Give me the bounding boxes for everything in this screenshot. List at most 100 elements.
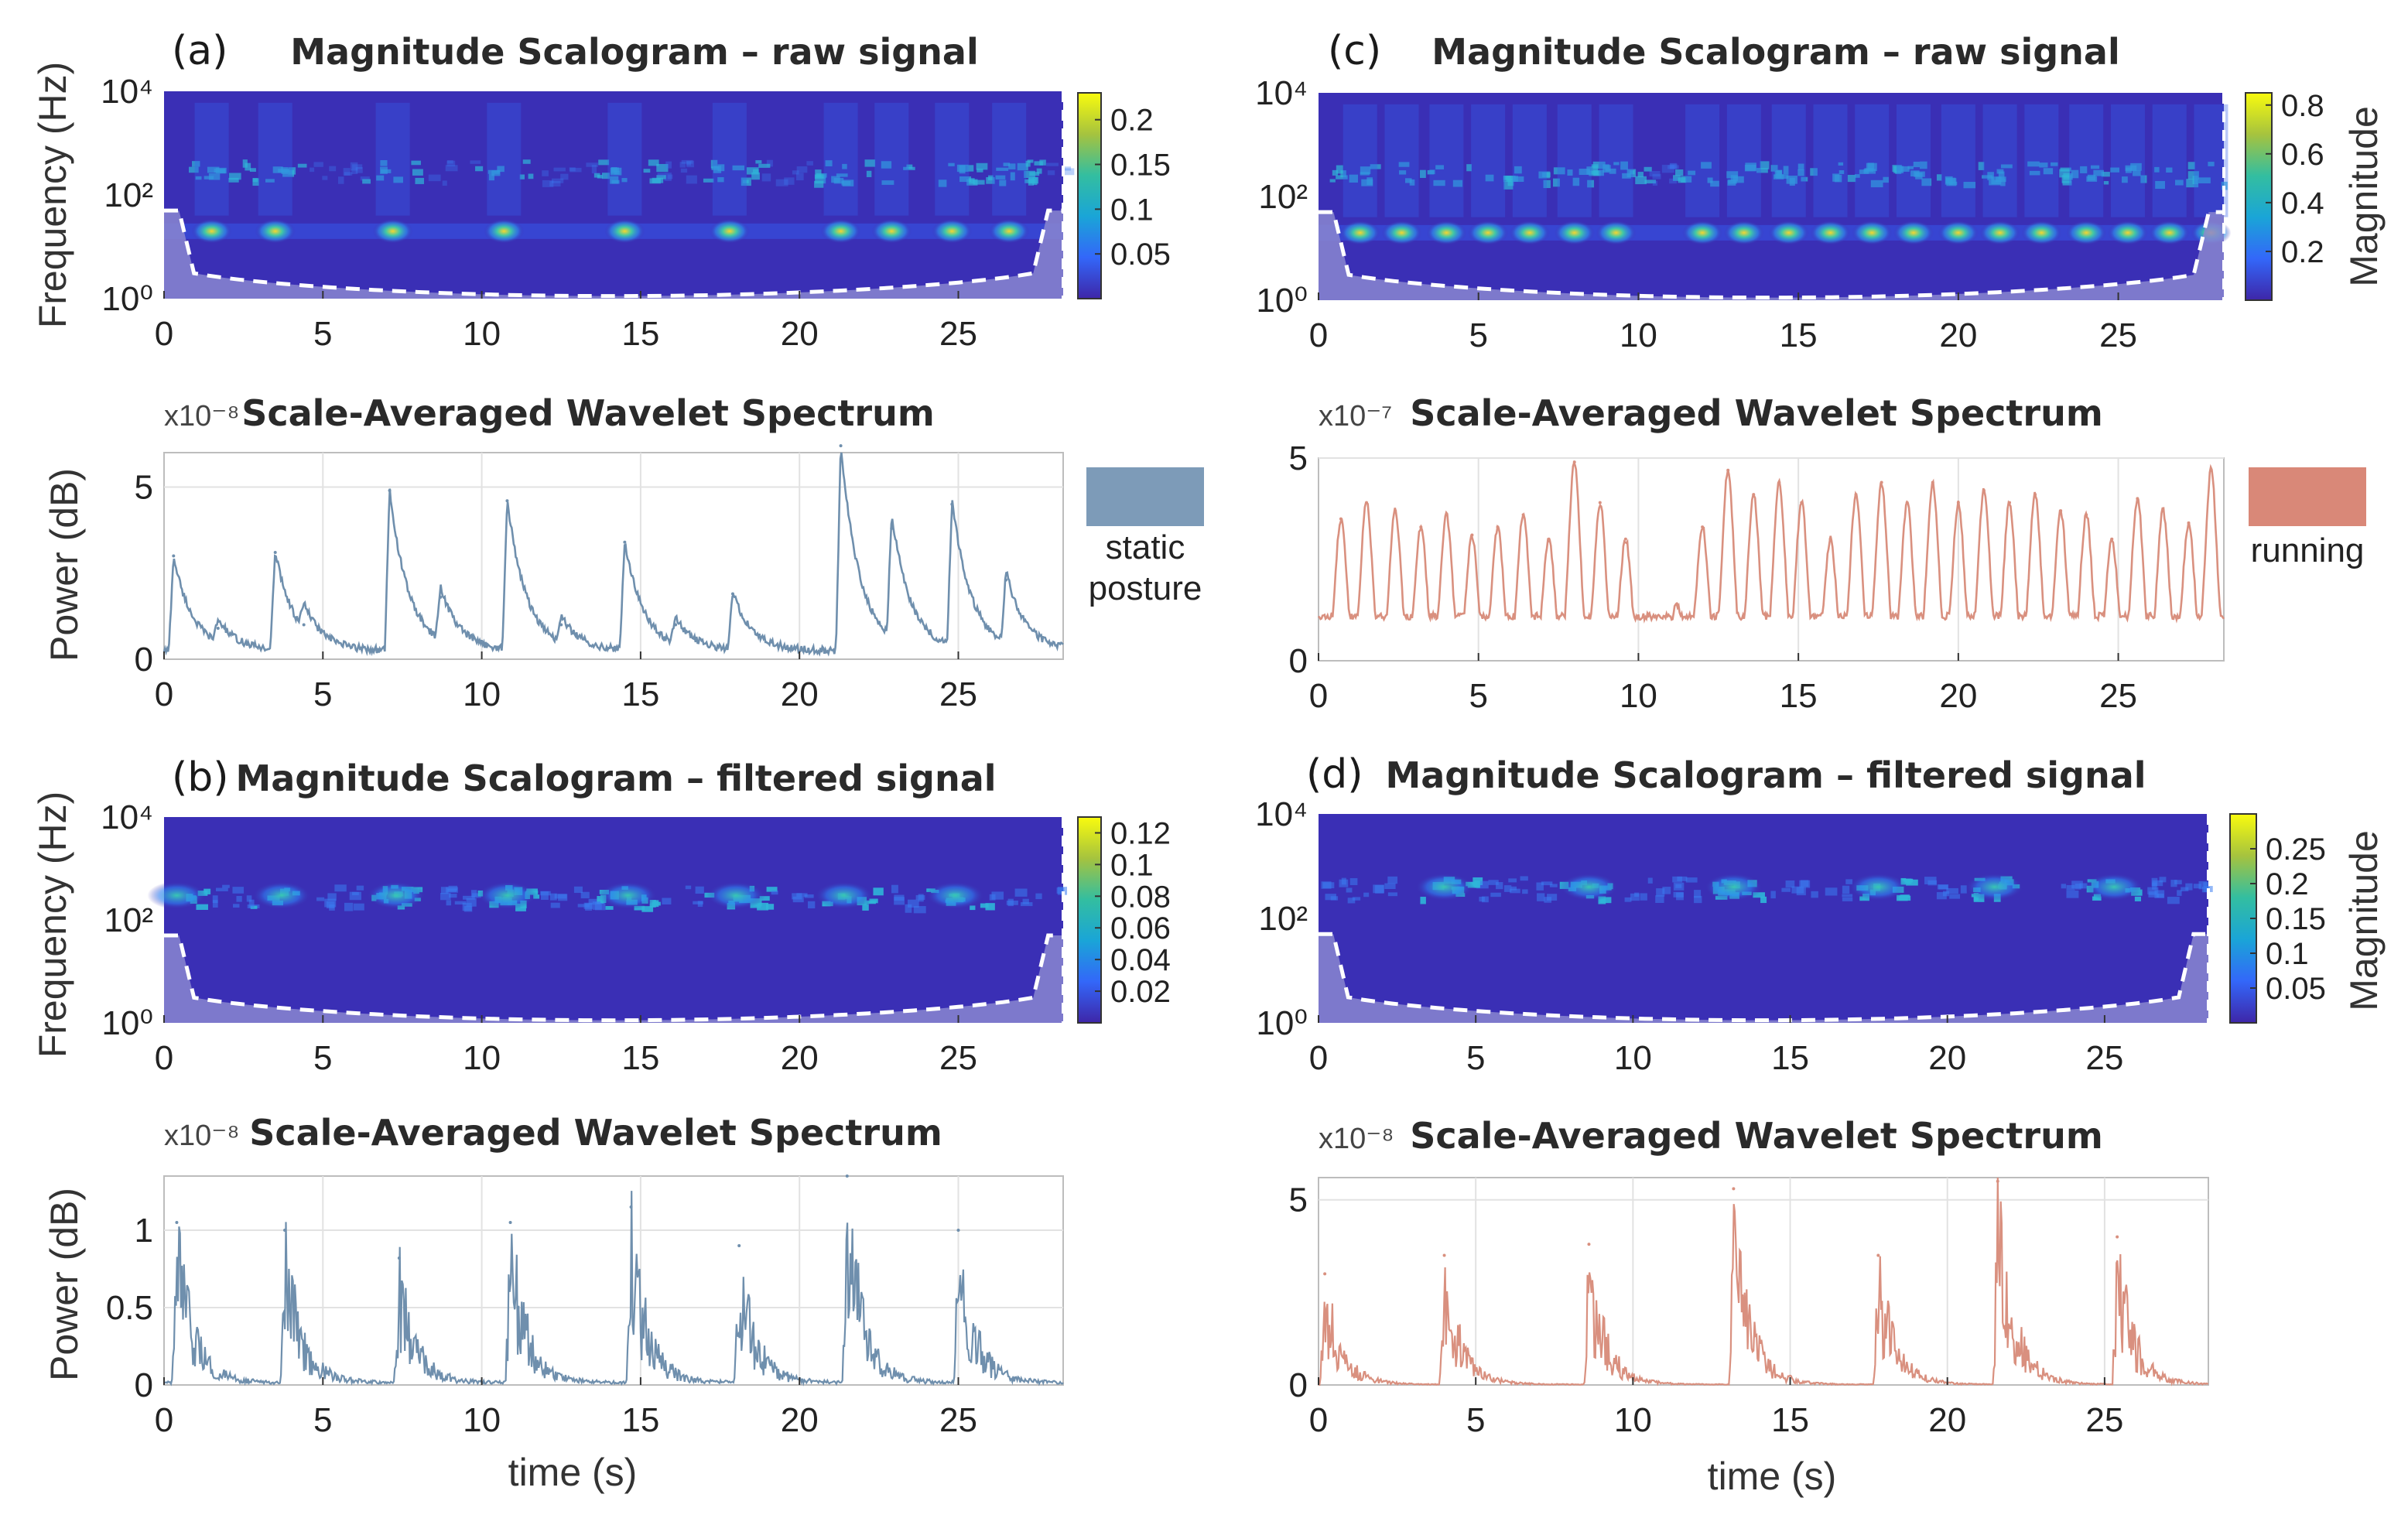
scalogram-speckle [522, 159, 531, 164]
x-tick-label: 5 [1469, 677, 1487, 715]
scalogram-speckle [412, 169, 423, 176]
scalogram-speckle [2147, 887, 2159, 894]
scalogram-speckle [1008, 163, 1016, 169]
peak-point [1828, 537, 1832, 541]
signal-line [162, 452, 1064, 657]
scalogram-speckle [454, 901, 467, 905]
x-axis-label: time (s) [1708, 1455, 1837, 1498]
colorbar-tick-label: 0.1 [2266, 937, 2309, 971]
scalogram-speckle [1863, 169, 1876, 174]
scalogram-speckle [792, 896, 804, 903]
scalogram-speckle [442, 180, 447, 186]
scalogram-hotspot [1426, 220, 1467, 245]
scalogram-speckle [2060, 167, 2071, 172]
y-tick-label: 10⁰ [101, 1004, 153, 1042]
scalogram-burst [1771, 104, 1806, 217]
scalogram-speckle [195, 176, 202, 180]
scalogram-hotspot [925, 881, 985, 910]
scalogram-hotspot [1339, 220, 1380, 245]
scalogram-speckle [1321, 881, 1332, 889]
y-multiplier: x10⁻⁸ [164, 400, 239, 433]
scalogram-speckle [1936, 174, 1942, 181]
chart-title: Scale-Averaged Wavelet Spectrum [1410, 1115, 2103, 1157]
scalogram-speckle [1799, 880, 1811, 888]
scalogram-speckle [967, 165, 974, 172]
colorbar-tick-label: 0.4 [2281, 186, 2324, 221]
scalogram-burst [1557, 104, 1592, 217]
scalogram-speckle [766, 887, 778, 892]
y-tick-label: 10⁰ [1256, 282, 1308, 320]
scalogram-speckle [831, 176, 840, 183]
scalogram-speckle [2066, 890, 2079, 898]
scalogram-speckle [586, 162, 598, 167]
y-tick-label: 0 [135, 1366, 153, 1404]
peak-point [505, 499, 509, 503]
scalogram-speckle [685, 885, 692, 890]
scalogram-background [1319, 814, 2208, 1023]
scalogram-speckle [2154, 166, 2160, 173]
scalogram-speckle [488, 173, 494, 181]
peak-point [1598, 501, 1602, 504]
scalogram-speckle [1427, 169, 1435, 175]
scalogram-speckle [2170, 880, 2177, 887]
scalogram-speckle [1825, 887, 1838, 896]
peak-point [1587, 1243, 1591, 1246]
scalogram-speckle [353, 903, 364, 911]
scalogram-speckle [350, 162, 358, 171]
x-tick-label: 25 [2099, 316, 2137, 354]
scalogram-speckle [2101, 172, 2110, 177]
scalogram-speckle [282, 169, 295, 177]
scalogram-speckle [1662, 887, 1671, 894]
scalogram-burst [1512, 104, 1547, 217]
scalogram-speckle [204, 888, 211, 894]
scalogram-burst [1429, 104, 1464, 217]
scalogram-speckle [1599, 897, 1612, 904]
x-tick-label: 0 [1309, 316, 1328, 354]
scalogram-speckle [656, 163, 669, 173]
scalogram-speckle [1062, 168, 1075, 176]
scalogram-speckle [343, 168, 351, 176]
x-tick-label: 10 [463, 315, 501, 353]
scalogram-speckle [1892, 165, 1902, 173]
x-tick-label: 0 [155, 1401, 173, 1439]
scalogram-speckle [2156, 893, 2164, 898]
scalogram-speckle [2167, 897, 2180, 904]
scalogram-speckle [1433, 180, 1445, 186]
x-axis-label: time (s) [508, 1451, 638, 1494]
scalogram-speckle [1387, 876, 1398, 884]
scalogram-speckle [938, 180, 947, 187]
scalogram-burst [823, 102, 858, 216]
scalogram-hotspot [871, 218, 912, 244]
scalogram-speckle [1669, 162, 1677, 169]
scalogram-speckle [864, 900, 876, 904]
scalogram-speckle [1776, 174, 1789, 180]
scalogram-speckle [1435, 165, 1445, 169]
scalogram-speckle [1637, 172, 1644, 178]
chart-title: Magnitude Scalogram – filtered signal [235, 757, 996, 799]
scalogram-speckle [1834, 174, 1842, 183]
scalogram-speckle [1760, 896, 1767, 904]
colorbar-label: Magnitude [2342, 830, 2386, 1011]
peak-point [2033, 493, 2037, 497]
scalogram-speckle [344, 902, 354, 911]
scalogram-speckle [428, 174, 441, 182]
scalogram-speckle [695, 886, 704, 894]
scalogram-speckle [1842, 897, 1853, 901]
x-tick-label: 20 [781, 315, 819, 353]
scalogram-speckle [842, 163, 847, 169]
x-tick-label: 0 [1309, 677, 1328, 715]
peak-point [1931, 480, 1934, 484]
scalogram-speckle [1474, 880, 1480, 888]
scalogram-speckle [188, 166, 199, 173]
peak-point [1732, 1187, 1736, 1191]
peak-point [1880, 480, 1883, 484]
scalogram-hotspot [1768, 220, 1809, 245]
x-tick-label: 5 [1466, 1039, 1485, 1077]
scalogram-speckle [355, 166, 363, 173]
scalogram-speckle [356, 885, 364, 891]
scalogram-speckle [1727, 180, 1736, 186]
scalogram-speckle [466, 898, 477, 907]
scalogram-speckle [344, 172, 353, 176]
scalogram-speckle [796, 893, 808, 898]
y-tick-label: 5 [1289, 439, 1308, 477]
